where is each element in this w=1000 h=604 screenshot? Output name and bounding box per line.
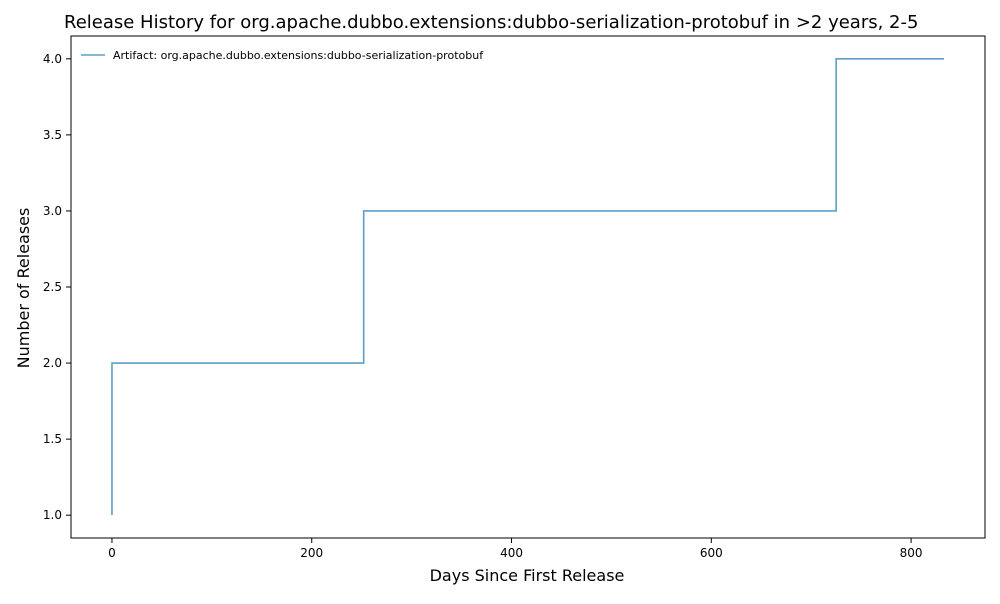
y-tick-label: 2.5 — [43, 280, 62, 294]
y-tick-label: 1.5 — [43, 432, 62, 446]
y-axis: 1.0 1.5 2.0 2.5 3.0 3.5 4.0 — [43, 52, 71, 522]
x-tick-label: 600 — [700, 546, 723, 560]
y-tick-label: 4.0 — [43, 52, 62, 66]
x-tick-label: 800 — [900, 546, 923, 560]
x-tick-label: 0 — [108, 546, 116, 560]
plot-area — [70, 35, 986, 539]
plot-frame — [70, 35, 986, 539]
x-tick-label: 200 — [300, 546, 323, 560]
y-axis-label: Number of Releases — [14, 208, 33, 369]
x-tick-label: 400 — [500, 546, 523, 560]
series-layer — [111, 58, 945, 516]
legend: Artifact: org.apache.dubbo.extensions:du… — [81, 49, 484, 62]
legend-label: Artifact: org.apache.dubbo.extensions:du… — [113, 49, 484, 62]
chart-title: Release History for org.apache.dubbo.ext… — [64, 12, 919, 33]
x-axis: 0 200 400 600 800 — [108, 538, 923, 560]
series-line — [111, 58, 945, 516]
x-axis-label: Days Since First Release — [430, 566, 625, 585]
y-tick-label: 3.5 — [43, 128, 62, 142]
y-tick-label: 3.0 — [43, 204, 62, 218]
y-tick-label: 2.0 — [43, 356, 62, 370]
y-tick-label: 1.0 — [43, 508, 62, 522]
